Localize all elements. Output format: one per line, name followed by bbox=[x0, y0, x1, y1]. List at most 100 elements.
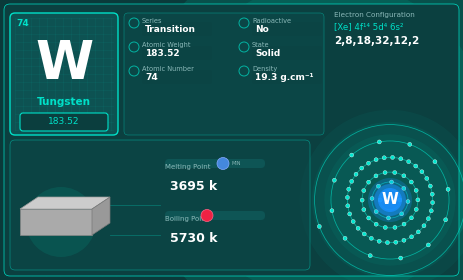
Circle shape bbox=[378, 188, 402, 212]
Circle shape bbox=[409, 180, 413, 184]
Circle shape bbox=[374, 184, 406, 216]
Circle shape bbox=[300, 110, 463, 280]
Text: Tungsten: Tungsten bbox=[37, 97, 91, 107]
Circle shape bbox=[345, 195, 350, 199]
Text: Atomic Number: Atomic Number bbox=[142, 66, 194, 72]
Circle shape bbox=[414, 207, 418, 211]
Circle shape bbox=[389, 180, 394, 184]
Circle shape bbox=[377, 239, 381, 243]
Circle shape bbox=[376, 184, 381, 188]
Circle shape bbox=[430, 192, 434, 196]
FancyBboxPatch shape bbox=[10, 13, 118, 135]
Circle shape bbox=[362, 188, 366, 193]
FancyBboxPatch shape bbox=[252, 70, 322, 84]
Circle shape bbox=[367, 180, 370, 184]
Text: 74: 74 bbox=[145, 73, 158, 81]
Circle shape bbox=[416, 230, 420, 234]
FancyBboxPatch shape bbox=[142, 46, 212, 60]
Text: Solid: Solid bbox=[255, 48, 280, 57]
Circle shape bbox=[420, 170, 424, 174]
Text: Series: Series bbox=[142, 18, 163, 24]
Circle shape bbox=[325, 134, 456, 266]
Circle shape bbox=[377, 140, 382, 144]
Circle shape bbox=[347, 187, 351, 191]
Text: Density: Density bbox=[252, 66, 277, 72]
Circle shape bbox=[330, 209, 334, 213]
Text: Boiling Point: Boiling Point bbox=[165, 216, 208, 222]
FancyBboxPatch shape bbox=[20, 113, 108, 131]
Circle shape bbox=[367, 216, 371, 220]
FancyBboxPatch shape bbox=[165, 211, 265, 220]
Circle shape bbox=[408, 142, 412, 146]
Text: State: State bbox=[252, 42, 269, 48]
Circle shape bbox=[425, 176, 429, 181]
FancyBboxPatch shape bbox=[165, 159, 265, 168]
Circle shape bbox=[210, 20, 450, 260]
Circle shape bbox=[402, 222, 406, 226]
Circle shape bbox=[26, 187, 96, 257]
Text: W: W bbox=[35, 38, 93, 90]
Circle shape bbox=[368, 178, 412, 222]
FancyBboxPatch shape bbox=[252, 46, 322, 60]
Circle shape bbox=[428, 184, 432, 188]
Text: 183.52: 183.52 bbox=[145, 48, 180, 57]
Circle shape bbox=[332, 178, 337, 182]
Text: 74: 74 bbox=[16, 19, 29, 28]
Circle shape bbox=[346, 204, 350, 208]
Circle shape bbox=[343, 236, 347, 240]
Text: 2,8,18,32,12,2: 2,8,18,32,12,2 bbox=[334, 36, 419, 46]
Circle shape bbox=[362, 232, 366, 236]
Circle shape bbox=[351, 220, 355, 223]
Circle shape bbox=[367, 161, 370, 165]
Text: W: W bbox=[382, 193, 399, 207]
FancyBboxPatch shape bbox=[142, 70, 212, 84]
Circle shape bbox=[378, 198, 382, 202]
Circle shape bbox=[398, 198, 402, 202]
Circle shape bbox=[360, 198, 364, 202]
Text: Transition: Transition bbox=[145, 25, 196, 34]
Circle shape bbox=[350, 153, 354, 157]
Circle shape bbox=[362, 208, 366, 212]
Circle shape bbox=[414, 188, 418, 192]
Circle shape bbox=[402, 238, 406, 242]
Circle shape bbox=[382, 156, 386, 160]
Circle shape bbox=[354, 172, 358, 176]
FancyBboxPatch shape bbox=[165, 176, 265, 196]
Text: Melting Point: Melting Point bbox=[165, 164, 211, 170]
Circle shape bbox=[360, 166, 364, 170]
Text: Radioactive: Radioactive bbox=[252, 18, 291, 24]
Circle shape bbox=[422, 224, 426, 228]
Text: 5730 k: 5730 k bbox=[170, 232, 218, 244]
Circle shape bbox=[368, 254, 372, 258]
Circle shape bbox=[356, 226, 360, 230]
Text: 3695 k: 3695 k bbox=[170, 179, 217, 193]
Circle shape bbox=[402, 186, 406, 190]
Circle shape bbox=[446, 187, 450, 191]
Circle shape bbox=[130, 0, 463, 280]
Circle shape bbox=[394, 240, 398, 244]
Text: Electron Configuration: Electron Configuration bbox=[334, 12, 415, 18]
Circle shape bbox=[387, 216, 390, 220]
Circle shape bbox=[426, 217, 430, 221]
Circle shape bbox=[402, 174, 406, 178]
Circle shape bbox=[399, 157, 403, 161]
Circle shape bbox=[250, 60, 410, 220]
Circle shape bbox=[399, 256, 403, 260]
FancyBboxPatch shape bbox=[124, 13, 324, 135]
Circle shape bbox=[414, 164, 418, 168]
FancyBboxPatch shape bbox=[4, 4, 459, 276]
Text: 19.3 g.cm⁻¹: 19.3 g.cm⁻¹ bbox=[255, 73, 313, 81]
FancyBboxPatch shape bbox=[252, 22, 322, 36]
Circle shape bbox=[426, 243, 430, 247]
Text: No: No bbox=[255, 25, 269, 34]
Circle shape bbox=[393, 171, 397, 174]
Circle shape bbox=[444, 218, 448, 222]
Circle shape bbox=[407, 160, 411, 164]
Circle shape bbox=[374, 158, 378, 162]
Text: [Xe] 4f¹⁴ 5d⁴ 6s²: [Xe] 4f¹⁴ 5d⁴ 6s² bbox=[334, 22, 403, 31]
Text: Atomic Weight: Atomic Weight bbox=[142, 42, 190, 48]
FancyBboxPatch shape bbox=[142, 22, 212, 36]
Circle shape bbox=[383, 225, 387, 230]
Circle shape bbox=[393, 225, 397, 229]
Circle shape bbox=[317, 225, 321, 228]
